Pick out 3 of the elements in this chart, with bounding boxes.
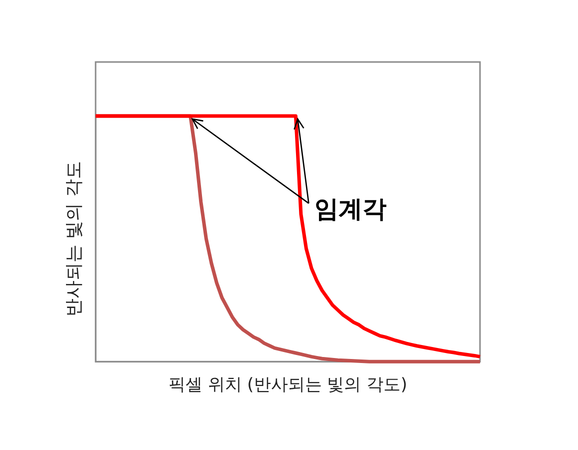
x-axis-title: 픽셀 위치 (반사되는 빛의 각도) <box>168 375 408 396</box>
y-axis-title: 반사되는 빛의 각도 <box>63 161 84 317</box>
annotation: 임계각 <box>314 194 387 226</box>
